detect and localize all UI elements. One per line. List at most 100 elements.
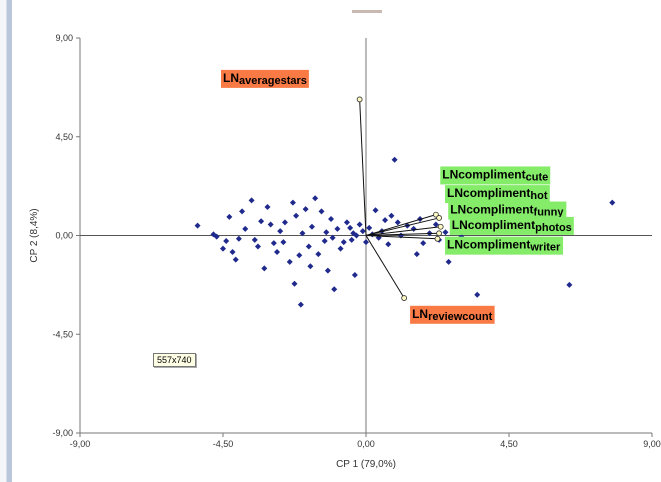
variable-label-sub: funny [534, 207, 565, 219]
data-point [315, 251, 322, 258]
variable-label-sub: photos [535, 222, 572, 234]
data-point [420, 240, 427, 247]
data-point [318, 208, 325, 215]
y-tick-label: -9,00 [52, 428, 73, 438]
loading-vector [359, 99, 367, 236]
data-point [251, 236, 258, 243]
data-point [359, 228, 366, 235]
variable-label-main: LNcompliment [452, 218, 535, 232]
loading-vector [365, 217, 440, 236]
variable-label-text: LNcomplimentfunny [450, 203, 564, 219]
variable-labels: LNaveragestarsLNcomplimentcuteLNcomplime… [221, 69, 574, 324]
vector-endpoint [401, 295, 408, 301]
data-point [391, 156, 398, 163]
data-point [297, 301, 304, 308]
data-point [308, 223, 315, 230]
data-point [328, 216, 335, 223]
data-point [356, 221, 363, 228]
variable-label: LNcomplimenthot [445, 185, 550, 204]
data-point [277, 228, 284, 235]
variable-label-main: LNcompliment [447, 186, 530, 200]
variable-label-box [445, 236, 564, 255]
data-point [258, 218, 265, 225]
data-point [329, 234, 336, 241]
vector-endpoint [436, 215, 442, 221]
loading-vector [365, 235, 405, 299]
y-tick-label: 9,00 [55, 33, 73, 43]
variable-label-box [448, 201, 567, 220]
data-point [343, 219, 350, 226]
data-point [235, 235, 242, 242]
data-point [220, 245, 226, 252]
data-point [353, 232, 360, 239]
data-point [305, 243, 312, 250]
variable-label-text: LNcomplimentwriter [447, 238, 561, 254]
data-point [302, 206, 309, 213]
tick-labels: -9,00 -4,50 0,00 4,50 9,00 9,00 4,50 0,00 -4,50 -… [52, 33, 660, 449]
variable-label-text: LNcomplimenthot [447, 186, 548, 202]
data-point [334, 225, 341, 232]
data-point [347, 224, 354, 231]
variable-label-box [440, 166, 551, 185]
data-point [372, 207, 379, 214]
variable-label: LNcomplimentfunny [448, 201, 567, 220]
data-point [321, 237, 328, 244]
x-tick-label: 9,00 [643, 439, 661, 449]
data-point [348, 236, 355, 243]
variable-label: LNaveragestars [221, 69, 309, 88]
x-tick-label: -4,50 [213, 439, 234, 449]
data-point [239, 208, 246, 215]
data-point [312, 195, 319, 202]
loading-vector [365, 226, 441, 236]
variable-label-main: LN [223, 71, 239, 85]
data-point [264, 203, 271, 210]
loading-vector [365, 214, 437, 236]
y-tick-label: 4,50 [55, 132, 73, 142]
variable-label-box [410, 305, 495, 324]
variable-label-text: LNcomplimentcute [442, 167, 548, 183]
loading-vector [365, 232, 440, 236]
data-point [385, 241, 392, 248]
variable-label-main: LN [412, 307, 428, 321]
y-tick-label: -4,50 [52, 329, 73, 339]
variable-label-box [221, 69, 309, 88]
data-point [413, 251, 420, 258]
variable-label: LNcomplimentwriter [445, 236, 564, 255]
data-point [324, 267, 331, 274]
variable-label-main: LNcompliment [442, 167, 525, 181]
data-point [289, 199, 296, 206]
vector-endpoint [356, 96, 363, 103]
variable-label-text: LNreviewcount [412, 307, 493, 323]
window-left-edge [0, 0, 12, 482]
data-point [609, 199, 616, 206]
data-point [394, 219, 401, 226]
variable-label-box [445, 185, 550, 204]
vector-endpoint [437, 223, 444, 230]
data-point [363, 239, 369, 246]
variable-label-sub: cute [526, 171, 549, 183]
data-point [566, 281, 573, 288]
data-point [261, 265, 268, 272]
variable-label-sub: averagestars [239, 75, 307, 87]
data-point [291, 280, 298, 287]
vector-endpoint [436, 230, 442, 237]
variable-label-text: LNaveragestars [223, 71, 307, 87]
data-point [337, 245, 344, 252]
data-point [299, 230, 306, 237]
data-point [296, 252, 303, 259]
data-point [410, 225, 417, 232]
data-point [382, 217, 389, 224]
data-point [267, 221, 274, 228]
x-tick-label: -9,00 [70, 439, 91, 449]
title-fragment [352, 10, 382, 13]
variable-label-text: LNcomplimentphotos [452, 218, 572, 234]
data-point [323, 229, 330, 236]
data-point [280, 239, 287, 246]
variable-label-sub: hot [530, 190, 547, 202]
variable-label: LNcomplimentphotos [449, 216, 574, 235]
data-point [194, 222, 201, 229]
data-point [274, 248, 281, 255]
variable-label-main: LNcompliment [450, 203, 533, 217]
data-point [432, 221, 439, 228]
